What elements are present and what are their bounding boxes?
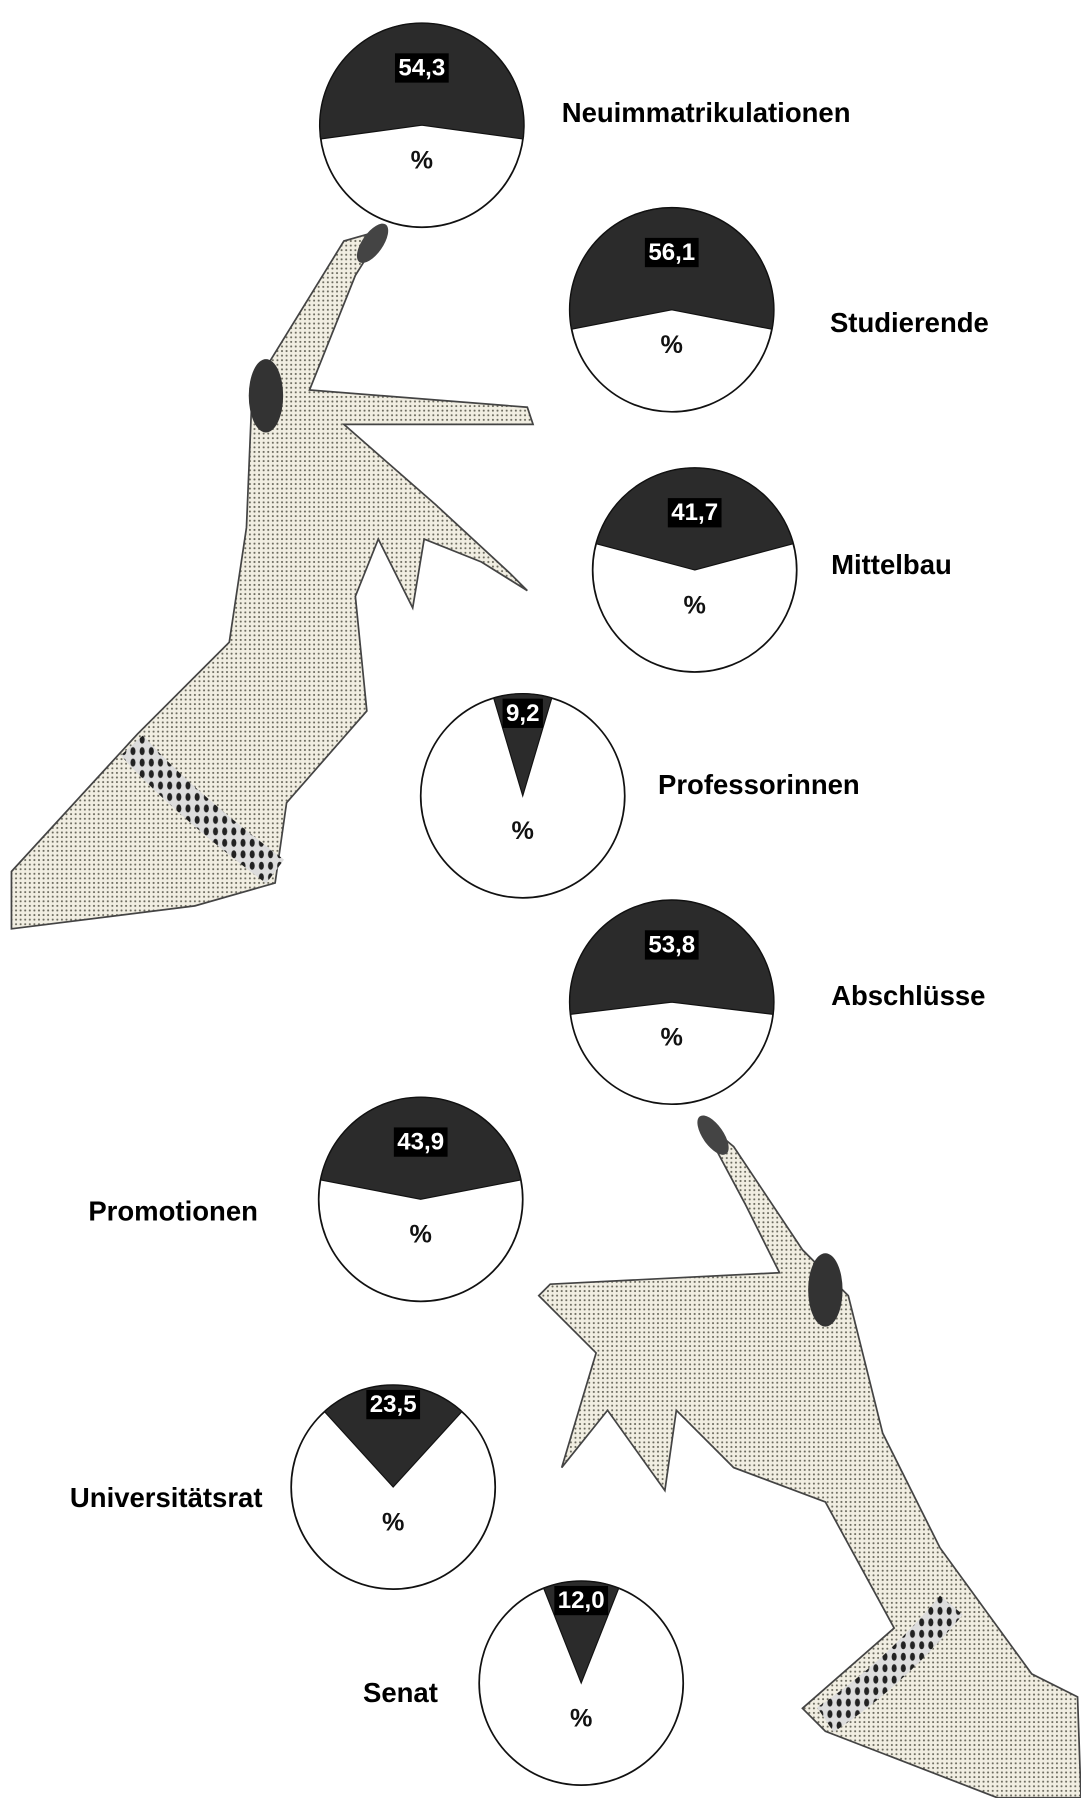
unit-label: % bbox=[409, 1221, 431, 1249]
unit-label: % bbox=[661, 1024, 683, 1052]
infographic: 54,3% Neuimmatrikulationen 56,1% Studierend… bbox=[0, 0, 1081, 1798]
pie-title: Professorinnen bbox=[658, 769, 860, 800]
unit-label: % bbox=[661, 331, 683, 359]
pie: 56,1% Studierende bbox=[570, 208, 989, 412]
pie: 12,0% Senat bbox=[363, 1581, 683, 1785]
pie-title: Senat bbox=[363, 1677, 438, 1708]
value-label: 53,8 bbox=[648, 931, 695, 958]
value-label: 43,9 bbox=[397, 1129, 444, 1156]
pie-title: Studierende bbox=[830, 307, 989, 338]
pie: 9,2% Professorinnen bbox=[421, 694, 860, 898]
pie-title: Universitätsrat bbox=[70, 1482, 263, 1513]
unit-label: % bbox=[570, 1704, 592, 1732]
value-label: 23,5 bbox=[370, 1391, 417, 1418]
pie-title: Mittelbau bbox=[831, 549, 952, 580]
unit-label: % bbox=[382, 1508, 404, 1536]
value-label: 54,3 bbox=[398, 54, 445, 81]
pie-title: Neuimmatrikulationen bbox=[562, 97, 851, 128]
pie: 53,8% Abschlüsse bbox=[570, 900, 986, 1104]
pie: 41,7% Mittelbau bbox=[593, 468, 952, 672]
value-label: 41,7 bbox=[671, 499, 718, 526]
value-label: 56,1 bbox=[648, 239, 695, 266]
pie-title: Abschlüsse bbox=[831, 980, 985, 1011]
pie: 43,9% Promotionen bbox=[88, 1097, 522, 1301]
pie: 23,5% Universitätsrat bbox=[70, 1385, 495, 1589]
unit-label: % bbox=[411, 147, 433, 175]
value-label: 9,2 bbox=[506, 700, 539, 727]
unit-label: % bbox=[512, 817, 534, 845]
pie-title: Promotionen bbox=[88, 1195, 258, 1226]
page: 54,3% Neuimmatrikulationen 56,1% Studierend… bbox=[0, 0, 1081, 1798]
unit-label: % bbox=[683, 591, 705, 619]
value-label: 12,0 bbox=[558, 1587, 605, 1614]
pie: 54,3% Neuimmatrikulationen bbox=[320, 23, 851, 227]
